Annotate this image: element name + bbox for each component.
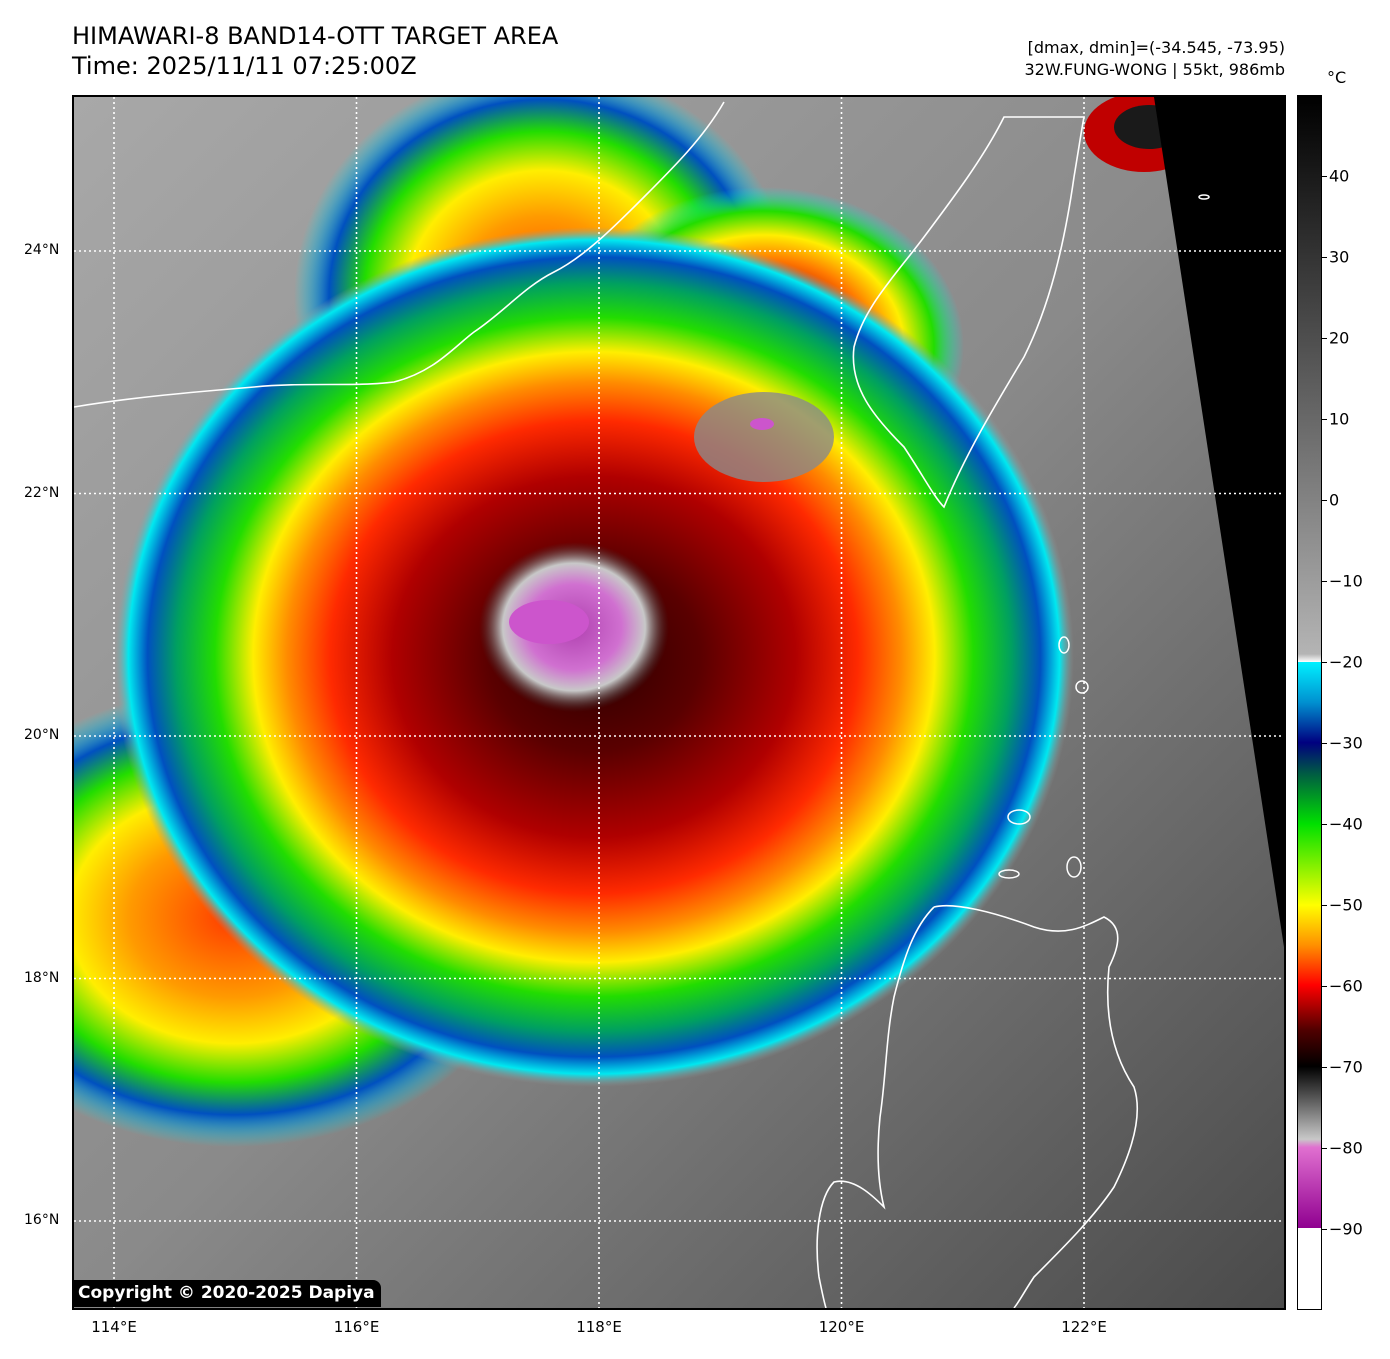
taiwan-coastline	[852, 116, 1085, 509]
colorbar-tick-mark	[1322, 905, 1327, 906]
longitude-label: 118°E	[576, 1318, 622, 1336]
colorbar-tick-mark	[1322, 824, 1327, 825]
colorbar-tick-mark	[1322, 338, 1327, 339]
no-data-region	[1154, 97, 1284, 947]
latitude-label: 18°N	[24, 969, 60, 986]
colorbar-tick-label: 0	[1329, 490, 1340, 510]
colorbar-tick-mark	[1322, 743, 1327, 744]
china-coastline	[74, 101, 725, 408]
cold-cloud-spot-ne	[750, 418, 774, 430]
colorbar-tick-label: 40	[1329, 166, 1350, 186]
colorbar-tick-mark	[1322, 176, 1327, 177]
colorbar-tick-label: 30	[1329, 247, 1350, 267]
latitude-label: 16°N	[24, 1212, 60, 1228]
colorbar-tick-label: −30	[1329, 733, 1363, 753]
longitude-label: 122°E	[1061, 1318, 1107, 1336]
colorbar-tick-mark	[1322, 500, 1327, 501]
colorbar-tick-label: −80	[1329, 1138, 1363, 1158]
lat-lon-grid	[74, 97, 1284, 1308]
island-outline	[1066, 856, 1082, 878]
island-outline	[1075, 680, 1089, 694]
colorbar-tick-label: 10	[1329, 409, 1350, 429]
longitude-label: 114°E	[91, 1318, 137, 1336]
latitude-label: 22°N	[24, 484, 60, 501]
island-outline	[1198, 194, 1210, 200]
island-outline	[1007, 809, 1031, 825]
latitude-label: 20°N	[24, 727, 60, 743]
map-title: HIMAWARI-8 BAND14-OTT TARGET AREA	[72, 22, 559, 50]
colorbar-unit: °C	[1327, 68, 1347, 87]
island-outline	[1058, 636, 1070, 654]
island-outline	[998, 869, 1020, 879]
luzon-west-coastline	[816, 906, 935, 1308]
colorbar-tick-label: −10	[1329, 571, 1363, 591]
colorbar-tick-mark	[1322, 419, 1327, 420]
longitude-label: 116°E	[333, 1318, 380, 1336]
satellite-imagery	[74, 97, 1284, 1308]
colorbar-tick-label: −40	[1329, 814, 1363, 834]
satellite-map	[72, 95, 1286, 1310]
colorbar-tick-mark	[1322, 257, 1327, 258]
colorbar-tick-mark	[1322, 1229, 1327, 1230]
colorbar-tick-mark	[1322, 1148, 1327, 1149]
storm-info: 32W.FUNG-WONG | 55kt, 986mb	[1024, 60, 1285, 79]
map-time: Time: 2025/11/11 07:25:00Z	[72, 52, 417, 80]
colorbar-gradient	[1298, 96, 1321, 1309]
colorbar-tick-mark	[1322, 986, 1327, 987]
colorbar-tick-label: 20	[1329, 328, 1350, 348]
colorbar-tick-mark	[1322, 662, 1327, 663]
coldest-cloud-top	[509, 600, 589, 644]
colorbar	[1297, 95, 1322, 1310]
data-range-info: [dmax, dmin]=(-34.545, -73.95)	[1027, 38, 1285, 57]
latitude-label: 24°N	[24, 242, 60, 258]
colorbar-tick-mark	[1322, 1067, 1327, 1068]
colorbar-tick-label: −50	[1329, 895, 1363, 915]
copyright-label: Copyright © 2020-2025 Dapiya	[72, 1280, 381, 1307]
colorbar-tick-label: −20	[1329, 652, 1363, 672]
colorbar-tick-label: −70	[1329, 1057, 1363, 1077]
luzon-east-coastline	[933, 904, 1138, 1308]
colorbar-tick-mark	[1322, 581, 1327, 582]
colorbar-tick-label: −90	[1329, 1219, 1363, 1239]
colorbar-tick-label: −60	[1329, 976, 1363, 996]
cold-cloud-patch-ne	[694, 392, 834, 482]
longitude-label: 120°E	[818, 1318, 865, 1336]
